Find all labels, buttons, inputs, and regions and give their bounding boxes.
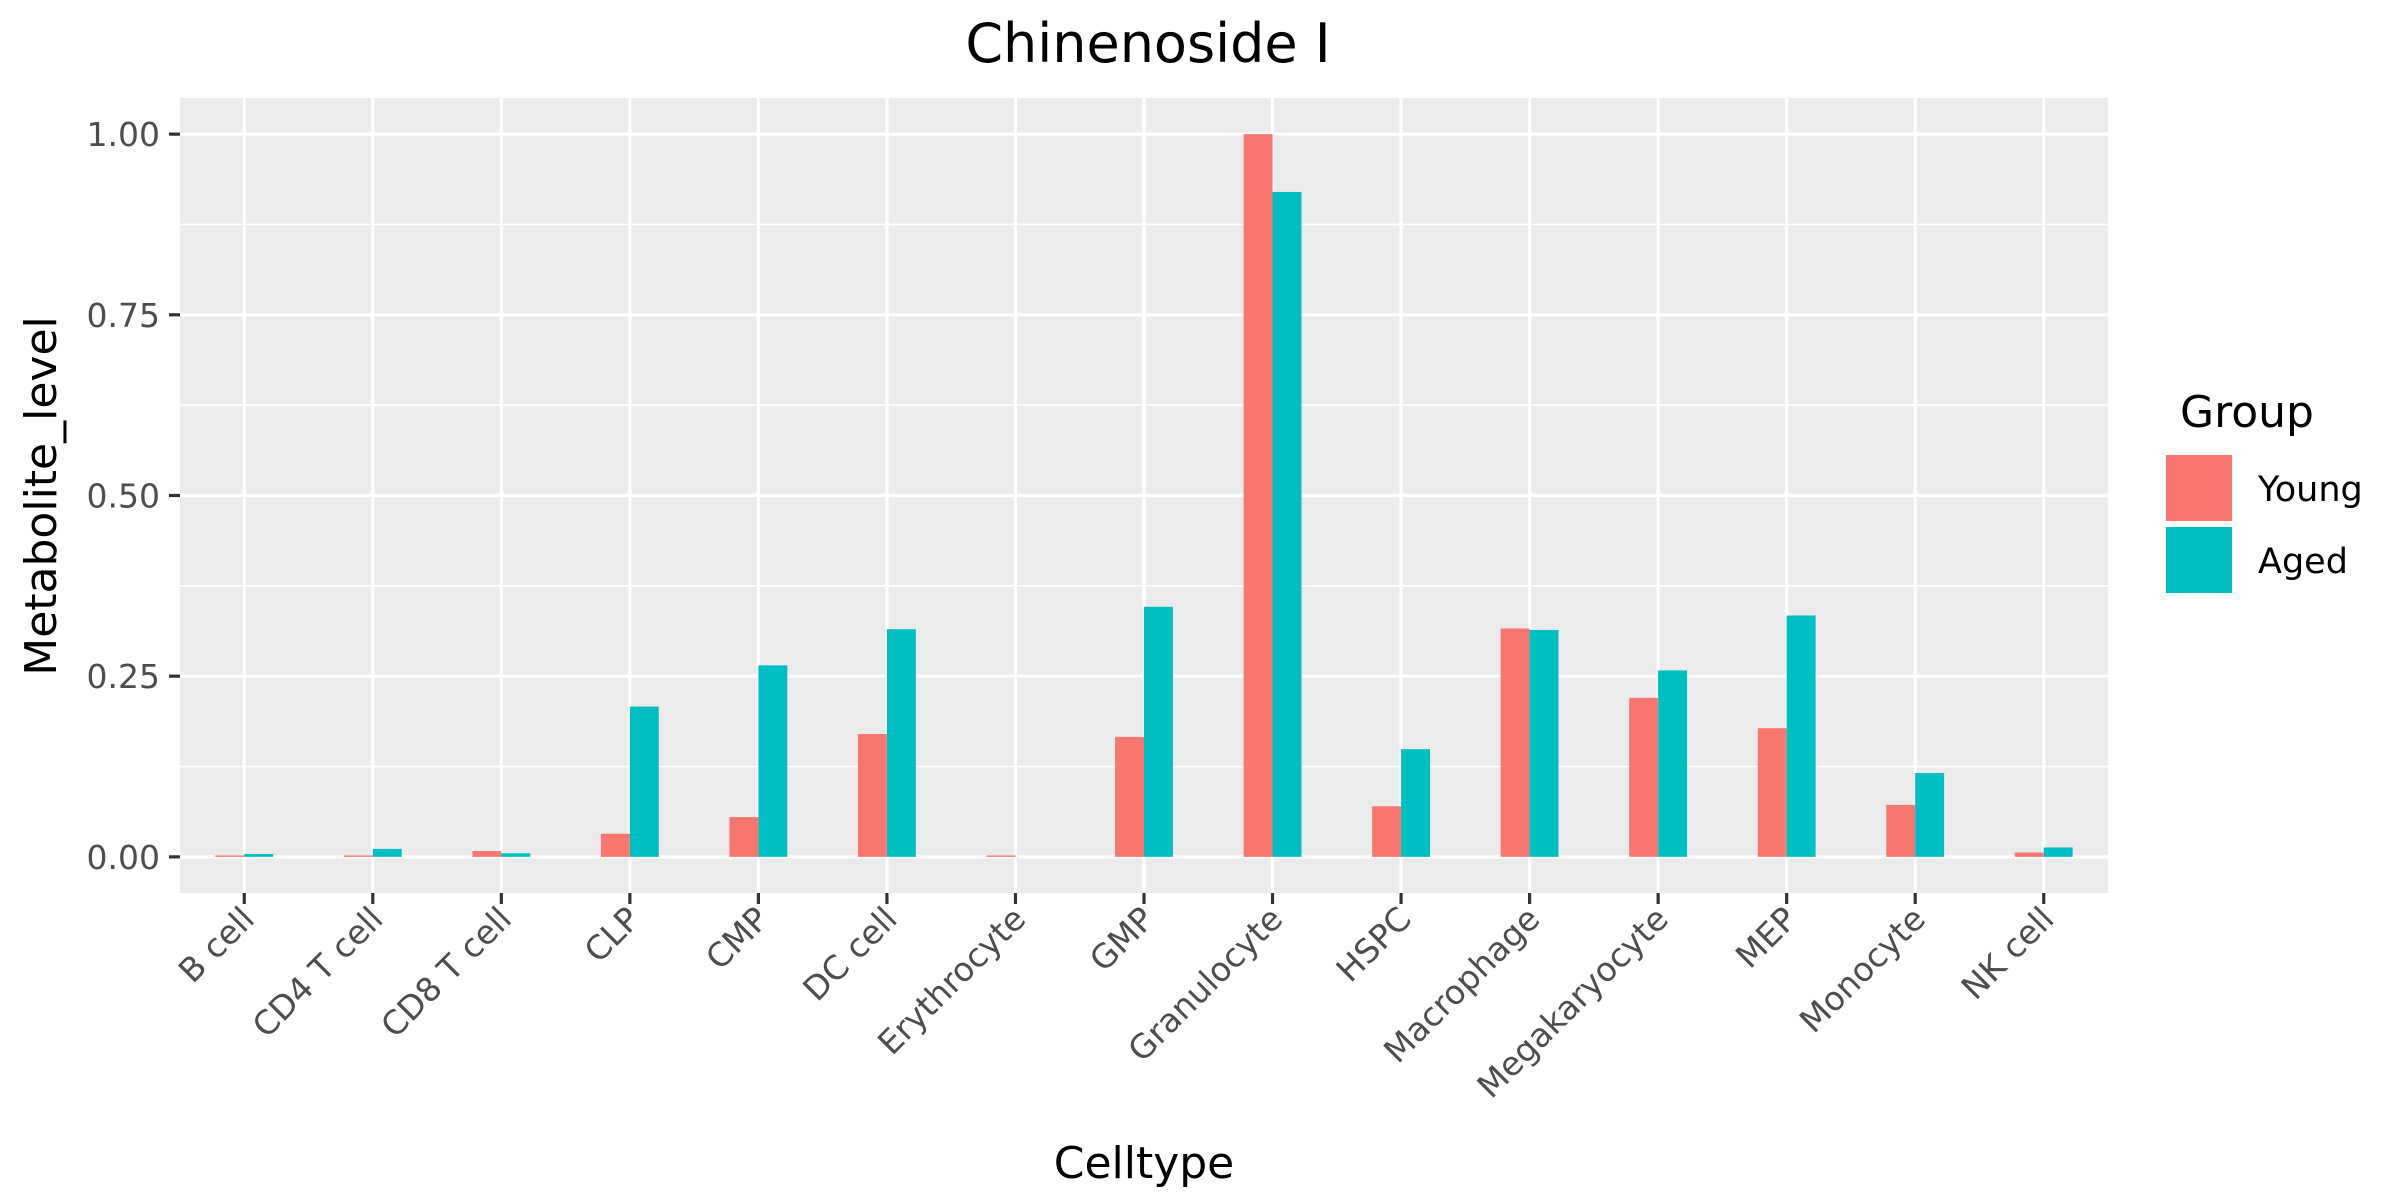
- bar-aged-nk-cell: [2043, 847, 2073, 857]
- bar-aged-b-cell: [244, 853, 274, 857]
- bar-young-macrophage: [1500, 628, 1530, 857]
- x-tick-label: CD4 T cell: [245, 899, 391, 1045]
- y-tick-label: 1.00: [87, 115, 160, 154]
- legend-label-aged: Aged: [2258, 542, 2348, 582]
- y-tick-label: 0.75: [87, 296, 160, 335]
- legend-label-young: Young: [2257, 470, 2363, 510]
- bar-young-cd4-t-cell: [343, 855, 373, 857]
- bar-young-cmp: [729, 817, 759, 857]
- bar-aged-cd8-t-cell: [501, 853, 531, 857]
- bar-young-gmp: [1115, 736, 1144, 857]
- bar-aged-monocyte: [1915, 773, 1945, 857]
- bar-young-monocyte: [1886, 804, 1916, 857]
- bar-young-erythrocyte: [986, 855, 1016, 857]
- bars: [215, 134, 2073, 857]
- legend-items: Young Aged: [2166, 455, 2363, 593]
- bar-aged-megakaryocyte: [1658, 670, 1688, 857]
- bar-aged-hspc: [1401, 749, 1430, 857]
- legend-key-young: [2166, 455, 2232, 521]
- bar-aged-macrophage: [1529, 629, 1559, 857]
- x-tick-label: CD8 T cell: [373, 899, 519, 1045]
- bar-young-mep: [1757, 728, 1787, 857]
- bar-young-clp: [600, 833, 630, 857]
- x-tick-label: CMP: [698, 899, 776, 977]
- x-tick-label: Monocyte: [1792, 899, 1933, 1040]
- chart-title: Chinenoside I: [965, 12, 1330, 75]
- x-tick-label: DC cell: [795, 899, 904, 1008]
- x-tick-label: GMP: [1082, 899, 1162, 979]
- legend-title: Group: [2180, 387, 2314, 438]
- legend-key-aged: [2166, 527, 2232, 593]
- bar-aged-granulocyte: [1272, 191, 1302, 857]
- x-axis-title: Celltype: [1054, 1138, 1235, 1189]
- bar-aged-cd4-t-cell: [372, 848, 402, 857]
- bar-young-b-cell: [215, 855, 245, 857]
- x-tick-label: B cell: [171, 899, 262, 990]
- x-tick-label: CLP: [577, 899, 648, 970]
- bar-young-cd8-t-cell: [472, 851, 502, 857]
- bar-young-hspc: [1372, 806, 1402, 857]
- bar-aged-clp: [629, 706, 659, 857]
- bar-aged-mep: [1786, 615, 1816, 857]
- bar-young-nk-cell: [2014, 852, 2044, 857]
- y-tick-label: 0.00: [87, 838, 160, 877]
- bar-aged-cmp: [758, 665, 788, 857]
- bar-aged-dc-cell: [886, 629, 916, 857]
- bar-young-megakaryocyte: [1629, 697, 1659, 857]
- y-axis-title: Metabolite_level: [16, 316, 67, 676]
- y-tick-label: 0.25: [87, 657, 160, 696]
- bar-young-granulocyte: [1243, 134, 1273, 857]
- bar-aged-gmp: [1144, 606, 1173, 857]
- x-tick-label: HSPC: [1328, 899, 1418, 989]
- x-tick-label: MEP: [1728, 899, 1805, 976]
- bar-young-dc-cell: [858, 734, 887, 857]
- legend: Group Young Aged: [2166, 387, 2363, 593]
- x-tick-label: NK cell: [1953, 899, 2061, 1007]
- y-axis: 0.00 0.25 0.50 0.75 1.00: [87, 115, 180, 877]
- y-tick-label: 0.50: [87, 477, 160, 516]
